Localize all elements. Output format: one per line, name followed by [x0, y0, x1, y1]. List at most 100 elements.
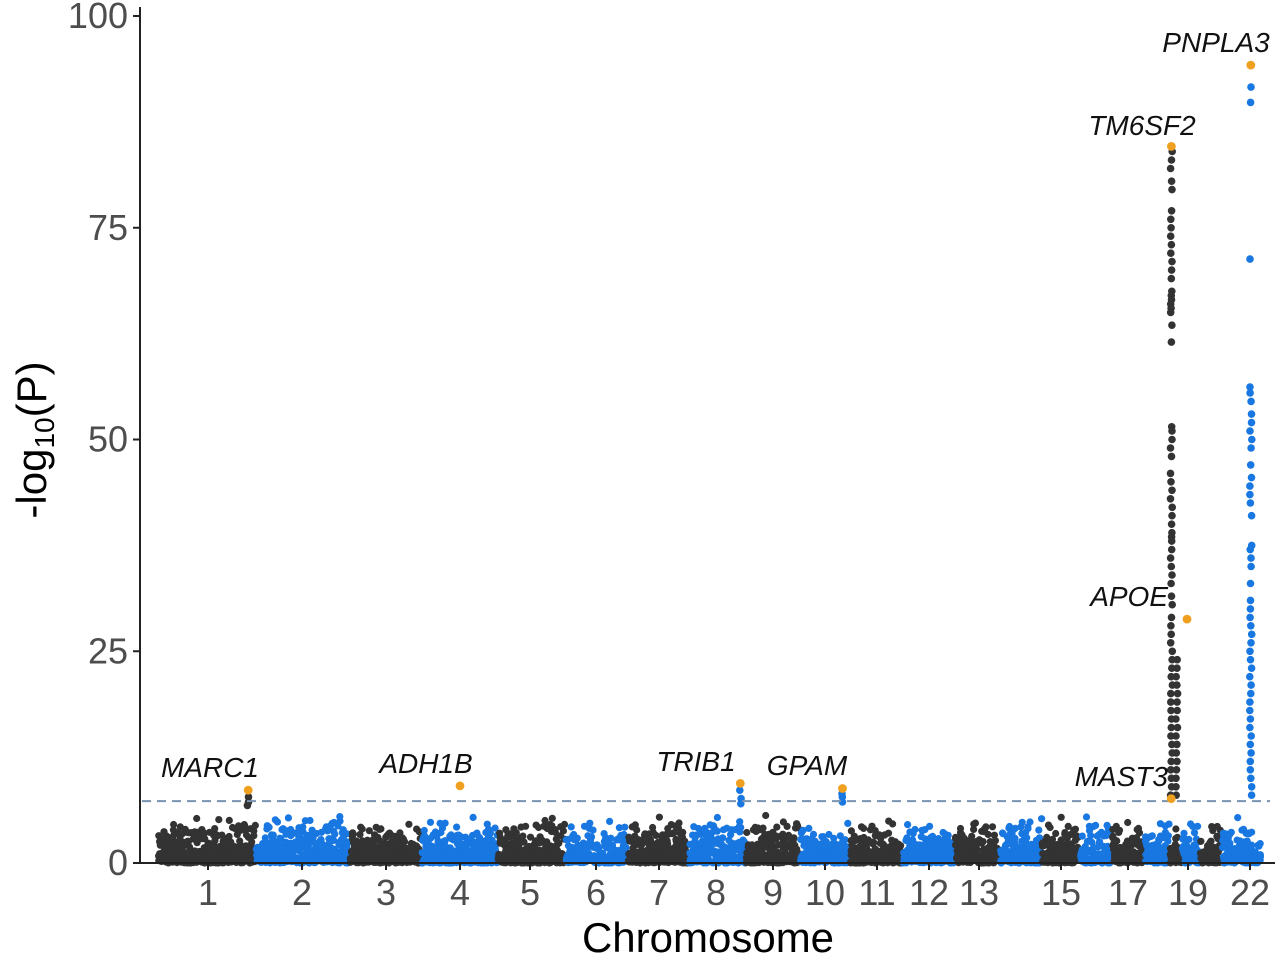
- peak-point: [1168, 571, 1176, 579]
- peak-point: [1166, 232, 1175, 240]
- data-point: [555, 839, 563, 847]
- peak-point: [1167, 723, 1176, 732]
- peak-point: [1247, 783, 1256, 791]
- gene-label: GPAM: [767, 750, 848, 781]
- peak-point: [1246, 613, 1254, 622]
- peak-point: [1166, 495, 1175, 503]
- peak-point: [1167, 266, 1176, 274]
- data-point: [343, 830, 351, 838]
- data-point: [805, 824, 813, 833]
- data-point: [860, 824, 868, 833]
- data-point: [486, 829, 494, 837]
- data-point: [1248, 828, 1256, 836]
- data-point: [759, 824, 767, 832]
- data-point: [400, 838, 409, 846]
- data-point: [773, 823, 781, 831]
- data-point: [621, 823, 629, 831]
- data-point: [441, 837, 449, 845]
- data-point: [491, 824, 499, 832]
- peak-point: [1246, 647, 1254, 656]
- data-point: [1011, 824, 1019, 832]
- y-axis-ticks: 0 25 50 75 100: [68, 0, 140, 883]
- peak-point: [1173, 698, 1181, 706]
- x-tick-label: 6: [586, 872, 606, 913]
- peak-point: [1172, 672, 1180, 681]
- peak-point: [1166, 164, 1175, 173]
- data-point: [1115, 826, 1124, 834]
- data-point: [1064, 822, 1072, 831]
- data-point: [1165, 820, 1173, 828]
- peak-point: [1167, 207, 1176, 215]
- data-point: [225, 832, 233, 841]
- peak-point: [1247, 732, 1255, 740]
- data-point: [453, 823, 461, 831]
- peak-point: [1168, 511, 1176, 520]
- data-point: [670, 829, 678, 837]
- peak-point: [1246, 698, 1254, 706]
- data-point: [889, 820, 897, 828]
- data-point: [1018, 818, 1026, 826]
- data-point: [567, 823, 575, 831]
- peak-point: [1172, 766, 1181, 774]
- data-point: [522, 822, 530, 830]
- data-point: [904, 821, 912, 829]
- data-point: [1172, 825, 1180, 833]
- peak-point: [1172, 732, 1180, 740]
- peak-point: [1172, 749, 1181, 757]
- peak-point: [1247, 554, 1255, 562]
- peak-point: [1247, 418, 1256, 427]
- x-tick-label: 8: [706, 872, 726, 913]
- peak-point: [1167, 537, 1176, 545]
- peak-point: [1246, 427, 1254, 435]
- data-point: [911, 825, 919, 834]
- peak-point: [1247, 511, 1256, 520]
- peak-point: [1173, 757, 1181, 766]
- data-point: [897, 842, 905, 850]
- peak-point: [1167, 706, 1175, 715]
- peak-point: [1246, 672, 1254, 681]
- peak-point: [1246, 545, 1254, 554]
- data-point: [475, 833, 484, 842]
- peak-point: [1246, 389, 1254, 397]
- x-tick-label: 12: [909, 872, 949, 913]
- data-point: [1078, 832, 1086, 840]
- data-point: [1164, 837, 1172, 845]
- data-point: [606, 817, 614, 826]
- y-axis-title-subscript: 10: [29, 417, 60, 448]
- data-point: [649, 823, 657, 832]
- data-point: [1207, 837, 1215, 845]
- peak-point: [1167, 274, 1176, 283]
- data-point: [1194, 822, 1202, 830]
- data-point: [825, 830, 833, 839]
- data-point: [944, 831, 952, 840]
- data-point: [971, 819, 980, 827]
- peak-point: [1247, 689, 1255, 698]
- data-point: [1023, 834, 1031, 842]
- peak-point: [1173, 655, 1181, 664]
- peak-point: [243, 801, 252, 810]
- data-point: [420, 826, 428, 835]
- x-tick-label: 17: [1108, 872, 1148, 913]
- data-point: [587, 833, 596, 841]
- data-point: [1087, 832, 1095, 840]
- data-point: [713, 813, 722, 822]
- gene-label: MAST3: [1075, 761, 1169, 792]
- x-tick-label: 22: [1230, 872, 1270, 913]
- data-point: [586, 819, 594, 827]
- peak-point: [1167, 478, 1175, 486]
- peak-point: [1173, 740, 1181, 749]
- data-point: [990, 831, 999, 839]
- data-point: [265, 823, 273, 831]
- lead-variant-point: [1182, 614, 1192, 624]
- y-axis-title-main: -log: [8, 449, 55, 519]
- data-point: [1082, 813, 1091, 821]
- data-point: [215, 816, 223, 824]
- data-point: [847, 827, 856, 835]
- data-point: [1227, 828, 1235, 836]
- peak-point: [1173, 723, 1182, 732]
- data-point: [663, 837, 671, 845]
- peak-point: [1246, 706, 1254, 715]
- peak-point: [1172, 715, 1180, 723]
- peak-point: [1247, 774, 1255, 783]
